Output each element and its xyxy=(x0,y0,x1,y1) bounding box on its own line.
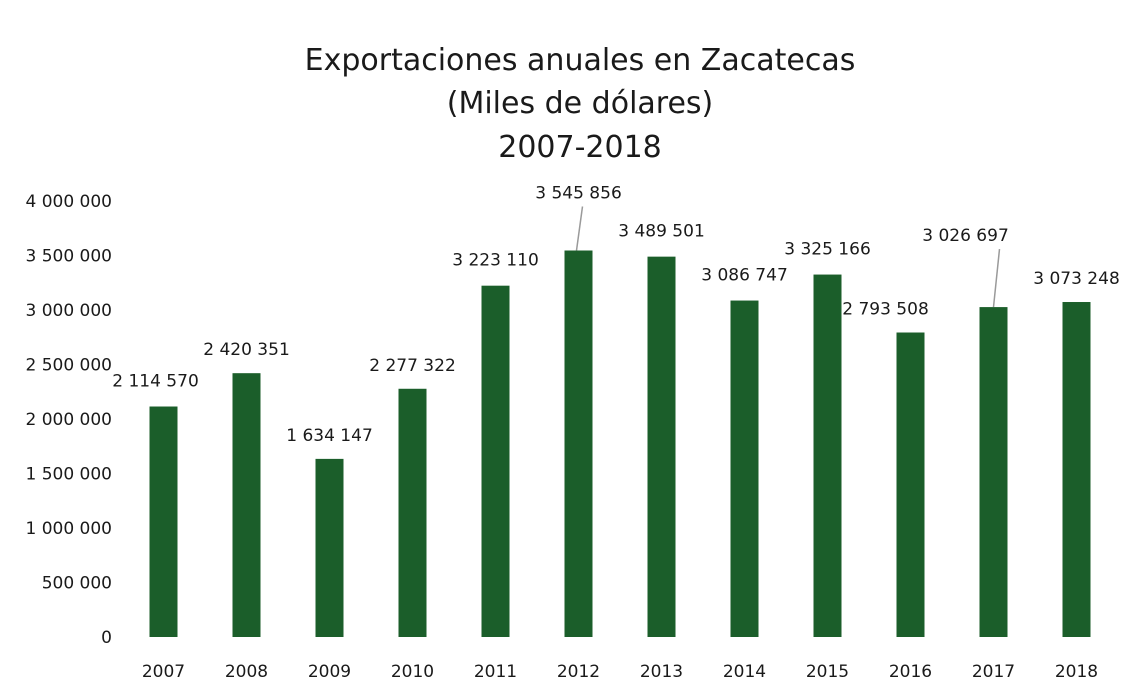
y-tick-label: 2 500 000 xyxy=(25,356,112,376)
x-tick-label: 2012 xyxy=(557,662,600,682)
data-label: 2 793 508 xyxy=(842,300,929,320)
bar xyxy=(398,388,427,637)
bars xyxy=(149,250,1091,637)
bar xyxy=(481,285,510,637)
data-label: 3 223 110 xyxy=(452,251,539,271)
leader-line xyxy=(575,206,584,251)
chart-title: Exportaciones anuales en Zacatecas (Mile… xyxy=(305,43,856,165)
data-label: 3 545 856 xyxy=(535,184,622,204)
y-tick-label: 1 500 000 xyxy=(25,465,112,485)
data-label: 1 634 147 xyxy=(286,426,373,446)
bar xyxy=(896,332,925,637)
leader-lines xyxy=(575,206,1001,308)
x-tick-label: 2013 xyxy=(640,662,683,682)
x-tick-label: 2014 xyxy=(723,662,766,682)
chart-title-line-1: Exportaciones anuales en Zacatecas xyxy=(305,43,856,78)
y-tick-label: 4 000 000 xyxy=(25,192,112,212)
x-axis: 2007 2008 2009 2010 2011 2012 2013 2014 2015 2016… xyxy=(142,662,1098,682)
bar xyxy=(647,256,676,637)
x-tick-label: 2016 xyxy=(889,662,932,682)
data-label: 3 489 501 xyxy=(618,222,705,242)
bar xyxy=(730,300,759,637)
bar xyxy=(1062,302,1091,637)
x-tick-label: 2015 xyxy=(806,662,849,682)
data-label: 3 086 747 xyxy=(701,266,788,286)
y-tick-label: 0 xyxy=(101,628,112,648)
x-tick-label: 2011 xyxy=(474,662,517,682)
x-tick-label: 2018 xyxy=(1055,662,1098,682)
y-tick-label: 3 000 000 xyxy=(25,301,112,321)
data-label: 3 325 166 xyxy=(784,240,871,260)
data-label: 2 420 351 xyxy=(203,340,290,360)
x-tick-label: 2007 xyxy=(142,662,185,682)
data-label: 2 277 322 xyxy=(369,356,456,376)
y-tick-label: 2 000 000 xyxy=(25,410,112,430)
bar xyxy=(813,274,842,637)
data-label: 2 114 570 xyxy=(112,372,199,392)
leader-line xyxy=(992,249,1001,308)
bar xyxy=(149,406,178,637)
chart-title-line-2: (Miles de dólares) xyxy=(447,86,714,121)
x-tick-label: 2008 xyxy=(225,662,268,682)
x-tick-label: 2009 xyxy=(308,662,351,682)
x-tick-label: 2010 xyxy=(391,662,434,682)
bar xyxy=(979,307,1008,637)
y-tick-label: 1 000 000 xyxy=(25,519,112,539)
chart-title-line-3: 2007-2018 xyxy=(498,130,662,165)
data-label: 3 073 248 xyxy=(1033,269,1120,289)
bar xyxy=(315,458,344,637)
bar xyxy=(564,250,593,637)
data-label: 3 026 697 xyxy=(922,226,1009,246)
y-axis: 0 500 000 1 000 000 1 500 000 2 000 000 2 500… xyxy=(25,192,112,648)
y-tick-label: 500 000 xyxy=(42,574,112,594)
y-tick-label: 3 500 000 xyxy=(25,247,112,267)
x-tick-label: 2017 xyxy=(972,662,1015,682)
bar xyxy=(232,373,261,637)
